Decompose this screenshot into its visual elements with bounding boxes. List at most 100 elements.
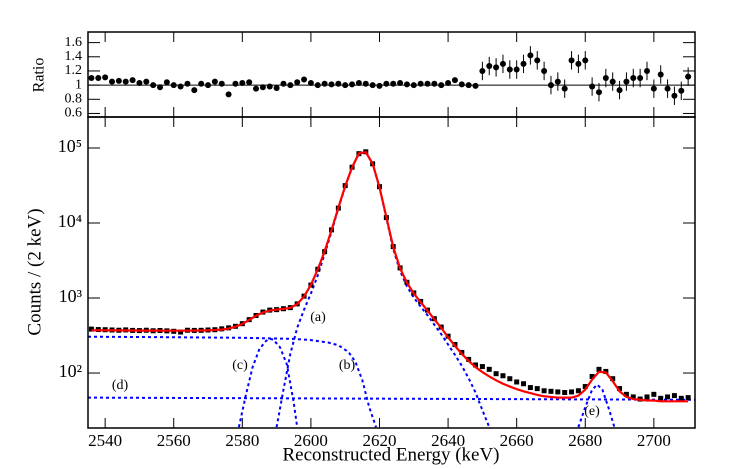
ratio-point [554,78,561,85]
ratio-point [616,87,623,94]
ratio-point [157,84,164,91]
data-point [623,391,629,397]
x-axis-title: Reconstructed Energy (keV) [282,444,499,465]
ratio-point [534,57,541,64]
curve-label: (e) [584,404,600,419]
component-curve [88,396,695,401]
ratio-point [335,80,342,87]
ratio-point [493,64,500,71]
ratio-plot-area [88,46,695,105]
data-point [514,379,520,385]
ratio-point [424,80,431,87]
data-point [596,366,602,372]
data-point [569,389,575,395]
ratio-point [273,84,280,91]
ratio-point [520,60,527,67]
data-point [521,381,527,387]
data-point [507,376,513,382]
ratio-point [417,80,424,87]
ratio-y-axis-title: Ratio [31,58,48,93]
ratio-point [506,66,513,73]
ratio-point [342,82,349,89]
x-tick-label: 2560 [157,431,191,450]
x-tick-label: 2580 [225,431,259,450]
ratio-point [349,81,356,88]
ratio-point [122,78,129,85]
ratio-point [376,82,383,89]
ratio-point [595,89,602,96]
data-point [617,386,623,392]
ratio-point [95,75,102,82]
ratio-point [143,78,150,85]
data-point [178,329,184,335]
ratio-point [129,77,136,84]
data-point [644,394,650,400]
ratio-point [499,60,506,67]
data-point [678,395,684,401]
ratio-point [362,80,369,87]
ratio-point [637,75,644,82]
ratio-point [259,84,266,91]
y-tick-label: 1.6 [65,35,83,50]
ratio-point [410,82,417,89]
ratio-point [657,71,664,78]
y-tick-label: 1.4 [65,49,83,64]
ratio-point [664,85,671,92]
ratio-point [246,79,253,86]
ratio-point [438,82,445,89]
component-curve [275,151,491,428]
ratio-point [650,85,657,92]
ratio-point [170,82,177,89]
ratio-point [211,78,218,85]
data-point [651,391,657,397]
data-point [589,373,595,379]
ratio-point [602,75,609,82]
ratio-point [575,60,582,67]
ratio-point [397,80,404,86]
ratio-point [218,80,225,87]
data-point [610,376,616,382]
curve-label: (d) [112,378,129,393]
data-point [575,388,581,394]
y-tick-label: 10⁵ [58,136,82,156]
ratio-point [582,57,589,64]
ratio-point [150,82,157,89]
main-plot-area [88,149,695,428]
ratio-point [225,91,232,98]
ratio-point [643,67,650,74]
ratio-point [205,82,212,89]
ratio-point [390,80,397,87]
ratio-point [403,81,410,88]
ratio-point [253,85,260,92]
data-point [555,389,561,395]
ratio-point [678,87,685,94]
x-tick-label: 2540 [88,431,122,450]
y-tick-label: 10² [59,361,82,381]
ratio-point [191,87,198,94]
ratio-point [280,80,287,87]
x-tick-label: 2700 [637,431,671,450]
ratio-point [609,78,616,85]
ratio-point [479,67,486,74]
y-axis-title: Counts / (2 keV) [24,208,45,335]
plot-frame [87,116,696,429]
y-tick-label: 0.8 [65,92,83,107]
ratio-point [232,80,239,87]
data-point [479,364,485,370]
curve-label: (b) [339,358,356,373]
ratio-point [445,80,452,86]
ratio-point [630,75,637,82]
data-point [548,388,554,394]
y-tick-label: 10³ [59,286,83,306]
x-tick-label: 2680 [568,431,602,450]
x-tick-label: 2600 [294,431,328,450]
ratio-point [671,92,678,99]
fit-curve [91,150,689,403]
ratio-point [136,80,143,86]
data-point [486,366,492,372]
x-tick-label: 2640 [431,431,465,450]
ratio-point [287,82,294,89]
ratio-point [88,75,95,82]
ratio-point [102,74,109,81]
